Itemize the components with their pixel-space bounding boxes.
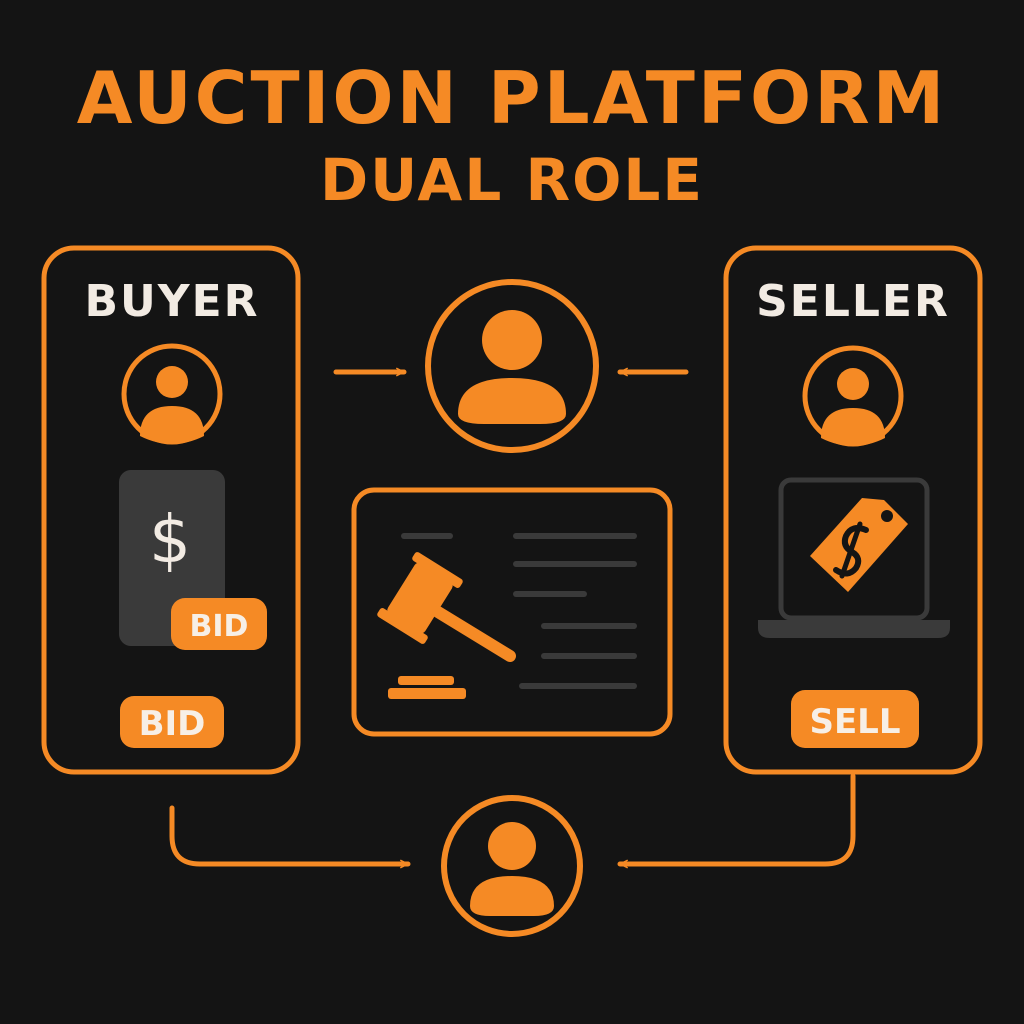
- buyer-label: BUYER: [84, 276, 259, 327]
- auction-gavel-icon: [377, 552, 516, 699]
- auction-listing-card: [351, 487, 673, 737]
- buyer-user-icon: [121, 343, 223, 445]
- buyer-panel-frame: [41, 245, 301, 775]
- arrow-buyer-to-bottom: [169, 805, 411, 869]
- page-subtitle: DUAL ROLE: [319, 146, 705, 214]
- seller-laptop-icon: [758, 477, 950, 638]
- bottom-user-icon: [441, 795, 583, 937]
- buyer-panel: BUYER $ BID BID: [41, 245, 301, 775]
- seller-user-icon: [802, 345, 904, 447]
- phone-bid-badge-label: BID: [190, 609, 249, 644]
- phone-bid-badge[interactable]: [171, 598, 267, 650]
- page-title: AUCTION PLATFORM: [76, 56, 948, 140]
- listing-lines-icon: [401, 533, 637, 689]
- seller-label: SELLER: [756, 276, 950, 327]
- sell-button[interactable]: [791, 690, 919, 748]
- bid-button-label: BID: [139, 704, 206, 744]
- dollar-icon: $: [149, 501, 191, 578]
- seller-panel-frame: [723, 245, 983, 775]
- bid-button[interactable]: [120, 696, 224, 748]
- buyer-phone-icon: $ BID: [119, 470, 267, 650]
- listing-card-frame: [351, 487, 673, 737]
- center-user-icon: [425, 279, 599, 453]
- seller-panel: SELLER SELL: [723, 245, 983, 775]
- price-tag-icon: [810, 498, 908, 592]
- sell-button-label: SELL: [809, 702, 900, 742]
- arrow-seller-to-bottom: [617, 773, 856, 869]
